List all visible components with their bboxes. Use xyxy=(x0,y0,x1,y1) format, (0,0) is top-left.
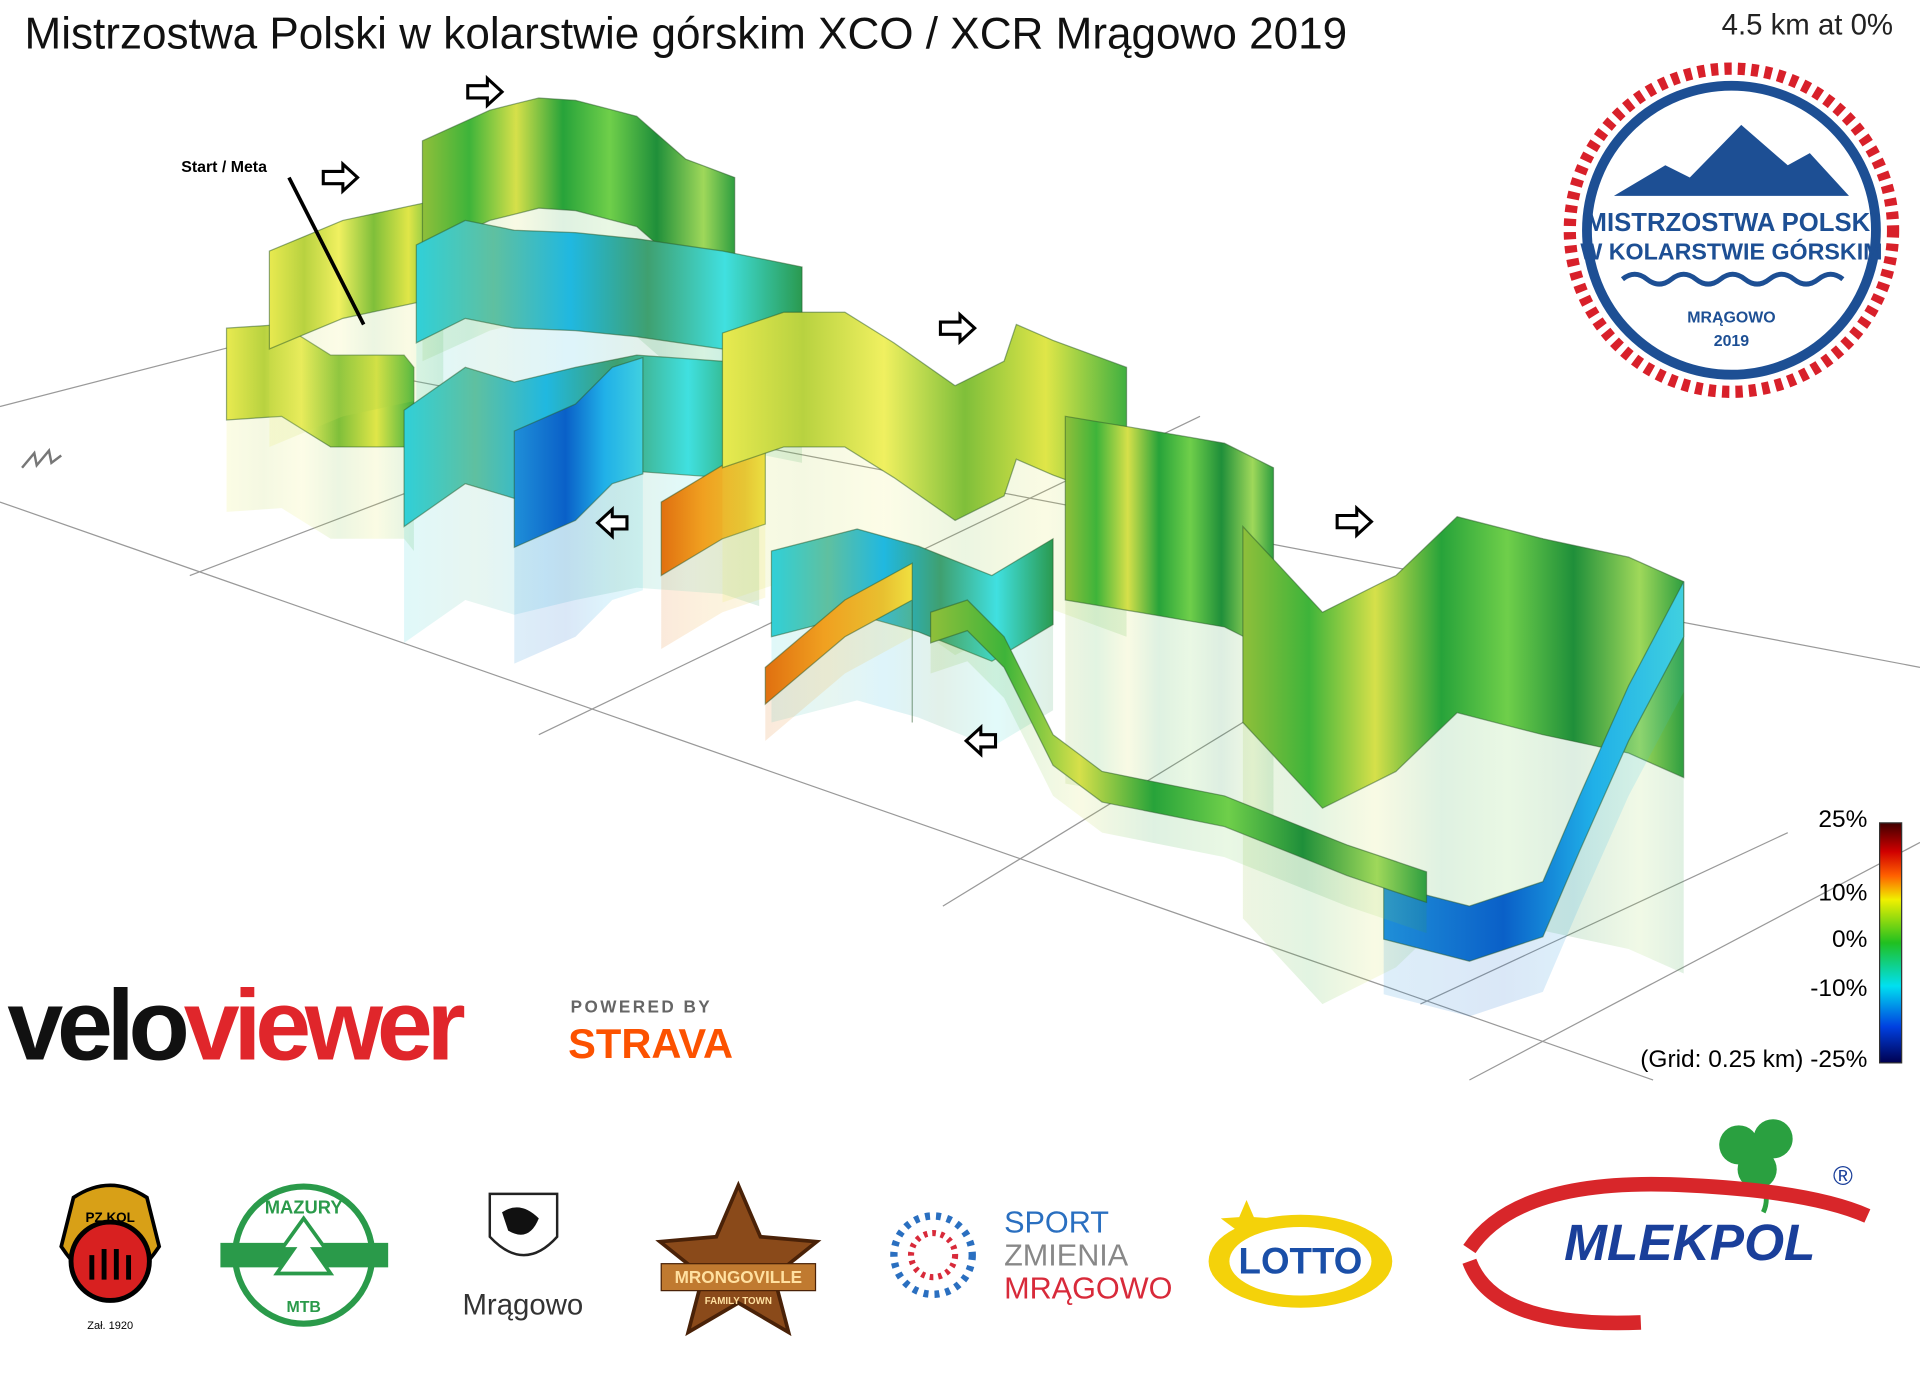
gradient-legend: 25% 10% 0% -10% (Grid: 0.25 km) -25% xyxy=(1640,806,1903,1073)
wall-reflection xyxy=(930,630,1427,934)
wall-reflection xyxy=(226,416,414,552)
mrongoville: MRONGOVILLE xyxy=(675,1267,802,1287)
legend-label: 0% xyxy=(1832,926,1867,953)
mazury-logo: MAZURY MTB xyxy=(220,1183,389,1327)
title: Mistrzostwa Polski w kolarstwie górskim … xyxy=(24,9,1347,58)
family-town: FAMILY TOWN xyxy=(705,1296,772,1307)
badge-year: 2019 xyxy=(1714,333,1750,350)
mragowo-logo: Mrągowo xyxy=(462,1192,583,1321)
wall-reflection xyxy=(269,300,444,447)
lotto-logo: LOTTO xyxy=(1208,1200,1393,1308)
powered-by: POWERED BY xyxy=(571,996,713,1016)
route-wall xyxy=(764,562,913,723)
badge-mountains xyxy=(1613,124,1849,196)
mtb: MTB xyxy=(286,1299,320,1316)
city: Mrągowo xyxy=(462,1288,583,1321)
sport-zmienia-logo: SPORT ZMIENIA MRĄGOWO xyxy=(890,1206,1172,1306)
mlekpol: MLEKPOL xyxy=(1564,1213,1815,1271)
route-wall xyxy=(513,356,644,549)
zmienia: ZMIENIA xyxy=(1004,1239,1129,1273)
start-label: Start / Meta xyxy=(181,159,267,176)
legend-scale xyxy=(1878,822,1903,1064)
legend-label: (Grid: 0.25 km) -25% xyxy=(1640,1046,1867,1073)
sport: SPORT xyxy=(1004,1206,1109,1240)
badge-waves xyxy=(1620,271,1845,287)
legend-label: -10% xyxy=(1810,975,1867,1002)
arrow xyxy=(963,723,998,758)
arrow xyxy=(595,505,629,540)
branding: veloviewer POWERED BY STRAVA xyxy=(7,969,733,1081)
strava: STRAVA xyxy=(568,1020,733,1067)
brand: veloviewer xyxy=(7,969,464,1081)
brand-viewer: viewer xyxy=(184,969,465,1081)
route-walls xyxy=(225,97,1685,1017)
badge-city: MRĄGOWO xyxy=(1687,310,1775,327)
mlekpol-logo: MLEKPOL ® xyxy=(1462,1119,1871,1331)
route-wall xyxy=(930,599,1428,904)
pzkol-year: Zał. 1920 xyxy=(87,1320,133,1332)
legend-label: 25% xyxy=(1818,806,1867,833)
direction-arrows xyxy=(321,74,1374,758)
pzkol: PZ.KOL xyxy=(86,1210,135,1225)
grid-edge xyxy=(0,345,233,408)
pzkol-logo: PZ.KOL Zał. 1920 xyxy=(59,1183,162,1332)
sponsors: PZ.KOL Zał. 1920 MAZURY MTB Mrągowo MRON… xyxy=(59,1119,1871,1337)
arrow xyxy=(321,160,360,195)
grid-edge xyxy=(0,501,1654,1081)
badge-line1: MISTRZOSTWA POLSKI xyxy=(1586,209,1878,237)
grid-edge xyxy=(1469,841,1920,1081)
registered: ® xyxy=(1833,1161,1853,1191)
distance: 4.5 km at 0% xyxy=(1722,9,1893,42)
wall-reflection xyxy=(765,600,913,760)
event-badge: MISTRZOSTWA POLSKI W KOLARSTWIE GÓRSKIM … xyxy=(1563,62,1900,398)
arrow xyxy=(466,74,505,109)
compass xyxy=(21,447,62,469)
scene: Start / Meta Mistrzostwa Polski w kolars… xyxy=(0,9,1920,1337)
brand-velo: velo xyxy=(7,969,186,1081)
legend-label: 10% xyxy=(1818,879,1867,906)
badge-line2: W KOLARSTWIE GÓRSKIM xyxy=(1580,238,1882,265)
wall-reflection xyxy=(1242,712,1684,1005)
start-pointer xyxy=(287,176,366,326)
mragowo: MRĄGOWO xyxy=(1004,1272,1172,1306)
mrongoville-logo: MRONGOVILLE FAMILY TOWN xyxy=(655,1180,822,1337)
lotto: LOTTO xyxy=(1239,1240,1363,1281)
route-wall xyxy=(1242,516,1685,809)
arrow xyxy=(938,311,977,346)
mazury: MAZURY xyxy=(265,1196,343,1217)
arrow xyxy=(1335,504,1374,539)
